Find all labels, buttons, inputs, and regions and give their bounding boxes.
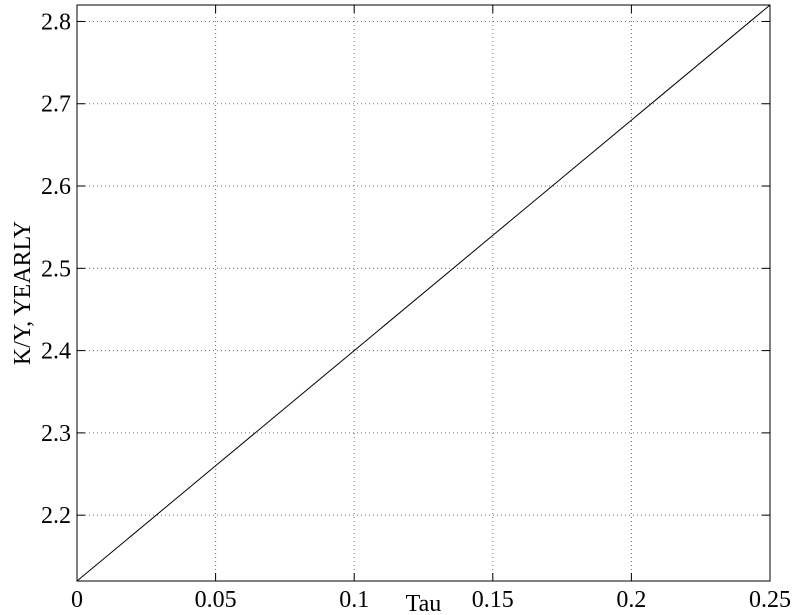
y-axis-title: K/Y, YEARLY — [10, 221, 36, 365]
y-tick-label: 2.4 — [41, 339, 71, 365]
plot-frame — [76, 4, 771, 582]
x-tick-label: 0.15 — [472, 587, 514, 613]
x-tick-label: 0.25 — [749, 587, 791, 613]
y-tick-label: 2.5 — [41, 256, 71, 282]
y-tick-label: 2.3 — [41, 421, 71, 447]
y-tick-labels: 2.2 2.3 2.4 2.5 2.6 2.7 2.8 — [41, 9, 71, 529]
y-tick-label: 2.8 — [41, 9, 71, 35]
x-tick-label: 0.2 — [616, 587, 646, 613]
series-layer — [76, 4, 771, 582]
x-tick-label: 0 — [71, 587, 83, 613]
grid — [77, 5, 770, 581]
x-tick-label: 0.05 — [195, 587, 237, 613]
axis-ticks — [76, 5, 771, 581]
series-line — [76, 4, 771, 582]
y-tick-label: 2.7 — [41, 92, 71, 118]
y-tick-label: 2.2 — [41, 503, 71, 529]
x-tick-label: 0.1 — [339, 587, 369, 613]
x-axis-title: Tau — [406, 591, 442, 615]
x-tick-labels: 0 0.05 0.1 0.15 0.2 0.25 — [71, 587, 791, 613]
y-tick-label: 2.6 — [41, 174, 71, 200]
